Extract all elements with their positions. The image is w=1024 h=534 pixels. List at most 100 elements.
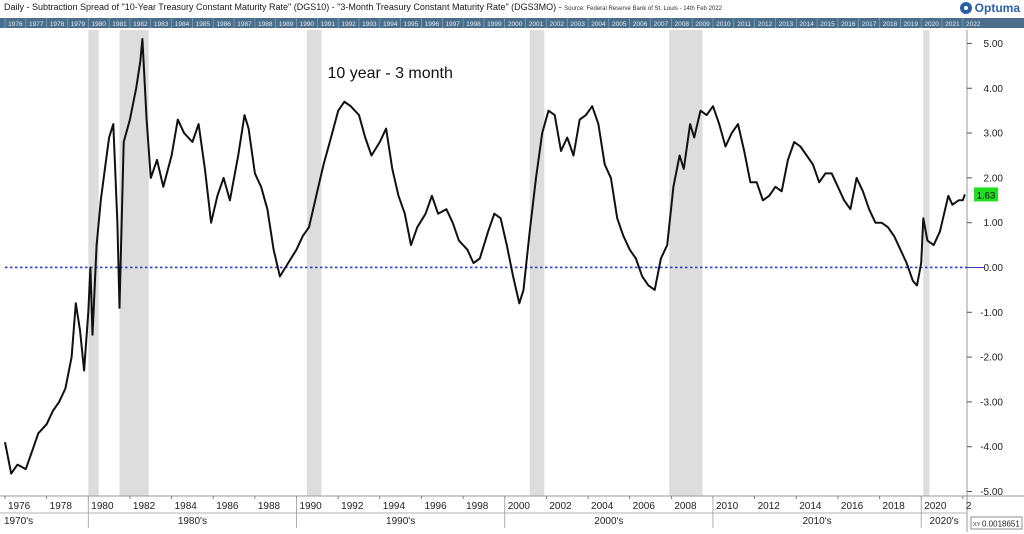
top-year-label: 1997 xyxy=(445,21,460,28)
top-year-label: 1998 xyxy=(466,21,481,28)
y-tick-label: -2.00 xyxy=(980,353,1003,364)
top-year-label: 1996 xyxy=(425,21,440,28)
top-year-label: 2020 xyxy=(924,21,939,28)
top-year-label: 1995 xyxy=(404,21,419,28)
top-year-label: 2018 xyxy=(883,21,898,28)
y-tick-label: 1.00 xyxy=(984,218,1004,229)
recession-band xyxy=(529,30,545,496)
x-tick-label: 2014 xyxy=(799,501,822,512)
recession-band xyxy=(923,30,930,496)
decade-label: 2020's xyxy=(930,516,959,527)
x-tick-label: 1976 xyxy=(8,501,31,512)
top-year-label: 2007 xyxy=(654,21,669,28)
y-tick-label: 5.00 xyxy=(984,39,1004,50)
top-year-label: 2012 xyxy=(758,21,773,28)
x-tick-label: 2006 xyxy=(633,501,656,512)
x-tick-label: 1998 xyxy=(466,501,489,512)
y-tick-label: -1.00 xyxy=(980,308,1003,319)
optuma-logo-text: Optuma xyxy=(974,1,1020,15)
x-tick-label: 1996 xyxy=(424,501,447,512)
top-year-label: 2015 xyxy=(820,21,835,28)
y-tick-label: 3.00 xyxy=(984,129,1004,140)
top-year-label: 1984 xyxy=(175,21,190,28)
title-bar: Daily - Subtraction Spread of "10-Year T… xyxy=(0,0,1024,18)
top-year-label: 2008 xyxy=(674,21,689,28)
series-annotation: 10 year - 3 month xyxy=(328,65,453,82)
top-year-label: 1985 xyxy=(196,21,211,28)
recession-band xyxy=(306,30,322,496)
top-year-label: 2010 xyxy=(716,21,731,28)
top-year-label: 2009 xyxy=(695,21,710,28)
top-year-label: 1978 xyxy=(50,21,65,28)
top-year-strip xyxy=(0,18,1024,28)
top-year-label: 1976 xyxy=(8,21,23,28)
y-tick-label: 0.00 xyxy=(984,263,1004,274)
optuma-logo: Optuma xyxy=(959,1,1020,15)
x-tick-label: 1980 xyxy=(91,501,114,512)
x-tick-label: 1984 xyxy=(175,501,198,512)
decade-label: 2000's xyxy=(594,516,623,527)
x-tick-label: 2010 xyxy=(716,501,739,512)
corner-readout-box xyxy=(970,516,1023,530)
x-tick-label: 1986 xyxy=(216,501,239,512)
corner-readout-value: 0.0018651 xyxy=(982,520,1020,529)
recession-band xyxy=(669,30,703,496)
x-tick-label: 2 xyxy=(966,501,972,512)
top-year-label: 1977 xyxy=(29,21,44,28)
top-year-label: 2003 xyxy=(570,21,585,28)
x-tick-label: 1978 xyxy=(50,501,73,512)
top-year-label: 1993 xyxy=(362,21,377,28)
top-year-label: 1987 xyxy=(237,21,252,28)
top-year-label: 1990 xyxy=(300,21,315,28)
top-year-label: 2016 xyxy=(841,21,856,28)
y-tick-label: -3.00 xyxy=(980,397,1003,408)
decade-label: 1970's xyxy=(4,516,33,527)
optuma-logo-icon xyxy=(959,2,972,14)
chart-title: Daily - Subtraction Spread of "10-Year T… xyxy=(4,2,722,12)
top-year-label: 1988 xyxy=(258,21,273,28)
recession-band xyxy=(119,30,149,496)
top-year-label: 2021 xyxy=(945,21,960,28)
decade-label: 1990's xyxy=(386,516,415,527)
x-tick-label: 2018 xyxy=(883,501,906,512)
top-year-label: 2000 xyxy=(508,21,523,28)
corner-readout-label: XY xyxy=(973,522,981,528)
last-value-label: 1.63 xyxy=(977,190,996,201)
top-year-label: 2001 xyxy=(529,21,544,28)
x-tick-label: 1992 xyxy=(341,501,364,512)
chart-source: Source: Federal Reserve Bank of St. Loui… xyxy=(564,6,722,12)
top-year-label: 1981 xyxy=(112,21,127,28)
top-year-label: 2017 xyxy=(862,21,877,28)
x-tick-label: 2004 xyxy=(591,501,614,512)
y-tick-label: -5.00 xyxy=(980,487,1003,498)
x-tick-label: 2000 xyxy=(508,501,531,512)
top-year-label: 1992 xyxy=(341,21,356,28)
top-year-label: 2022 xyxy=(966,21,981,28)
top-year-label: 1979 xyxy=(71,21,86,28)
top-year-label: 1994 xyxy=(383,21,398,28)
x-tick-label: 2012 xyxy=(758,501,781,512)
y-tick-label: -4.00 xyxy=(980,442,1003,453)
x-tick-label: 1990 xyxy=(300,501,323,512)
top-year-label: 1989 xyxy=(279,21,294,28)
spread-series-line xyxy=(4,38,966,475)
top-year-label: 2004 xyxy=(591,21,606,28)
y-tick-label: 4.00 xyxy=(984,84,1004,95)
top-year-label: 2006 xyxy=(633,21,648,28)
top-year-label: 1982 xyxy=(133,21,148,28)
decade-label: 2010's xyxy=(802,516,831,527)
top-year-label: 1983 xyxy=(154,21,169,28)
x-tick-label: 2002 xyxy=(549,501,572,512)
top-year-label: 2014 xyxy=(799,21,814,28)
decade-label: 1980's xyxy=(178,516,207,527)
last-value-badge xyxy=(974,187,998,202)
x-tick-label: 1988 xyxy=(258,501,281,512)
top-year-label: 1999 xyxy=(487,21,502,28)
chart-title-text: Daily - Subtraction Spread of "10-Year T… xyxy=(4,2,565,12)
x-tick-label: 2008 xyxy=(674,501,697,512)
recession-band xyxy=(88,30,99,496)
x-tick-label: 2020 xyxy=(924,501,947,512)
top-year-label: 1991 xyxy=(321,21,336,28)
top-year-label: 1986 xyxy=(216,21,231,28)
